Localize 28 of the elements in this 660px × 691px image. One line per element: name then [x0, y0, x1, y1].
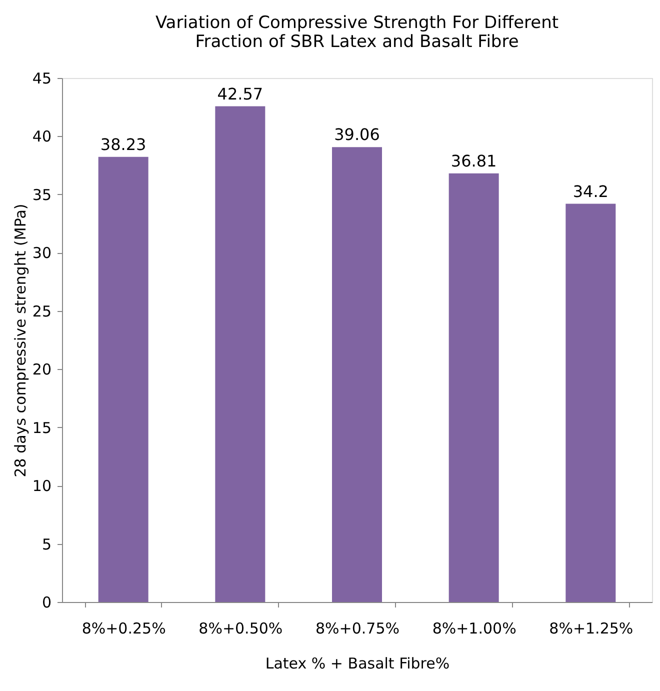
y-tick-label: 5 [42, 535, 52, 554]
y-axis-title: 28 days compressive strenght (MPa) [11, 204, 30, 478]
bar [332, 147, 382, 602]
bar [566, 204, 616, 602]
data-label: 38.23 [100, 134, 146, 154]
x-tick-label: 8%+0.25% [82, 620, 166, 638]
x-tick-label: 8%+1.25% [549, 620, 634, 638]
chart-title: Variation of Compressive Strength For Different Fraction of SBR Latex and Basalt Fibre [155, 13, 559, 52]
y-tick-label: 0 [42, 594, 52, 612]
x-tick-label: 8%+0.75% [315, 620, 400, 638]
x-axis-title: Latex % + Basalt Fibre% [265, 654, 450, 672]
data-label: 42.57 [217, 84, 264, 104]
y-tick-label: 15 [32, 418, 52, 437]
data-label: 36.81 [450, 151, 497, 170]
y-tick-label: 30 [32, 244, 52, 262]
y-tick-label: 25 [32, 302, 52, 320]
x-tick-label: 8%+1.00% [432, 620, 516, 638]
y-tick-label: 45 [32, 70, 52, 88]
y-tick-label: 35 [32, 186, 52, 204]
bar [98, 156, 148, 602]
y-tick-label: 20 [32, 360, 52, 379]
bar [215, 106, 266, 602]
bar [448, 173, 499, 602]
y-tick-label: 40 [32, 128, 52, 146]
data-label: 39.06 [334, 125, 380, 144]
data-label: 34.2 [572, 182, 608, 201]
y-tick-label: 10 [32, 477, 52, 496]
x-tick-label: 8%+0.50% [198, 620, 283, 638]
